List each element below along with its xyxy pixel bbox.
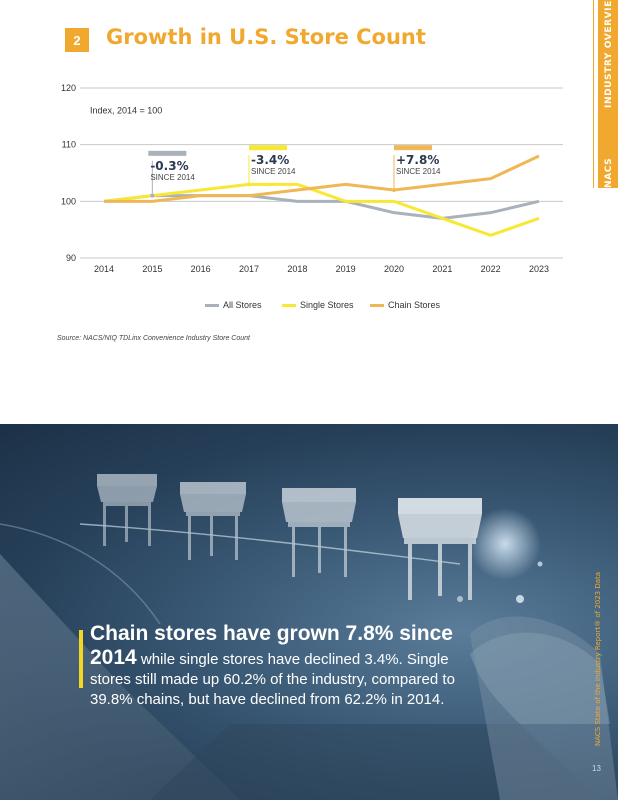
side-label-section: INDUSTRY OVERVIEW — [604, 0, 614, 108]
storefront-icon-3 — [282, 488, 356, 577]
pull-quote-lead: Chain stores have grown 7.8% since 2014 — [90, 622, 453, 669]
y-tick-label: 120 — [61, 83, 76, 93]
x-tick-label: 2017 — [239, 264, 259, 274]
x-tick-label: 2018 — [287, 264, 307, 274]
x-tick-label: 2023 — [529, 264, 549, 274]
legend-label: Single Stores — [300, 300, 354, 310]
storefront-icon-1 — [97, 474, 157, 546]
callout-label: SINCE 2014 — [396, 167, 441, 176]
callout-dot — [247, 182, 251, 187]
callout-bar — [249, 145, 287, 151]
x-tick-label: 2015 — [142, 264, 162, 274]
y-tick-label: 90 — [66, 253, 76, 263]
source-note: Source: NACS/NIQ TDLinx Convenience Indu… — [57, 335, 250, 342]
x-tick-label: 2014 — [94, 264, 114, 274]
storefront-icon-2 — [180, 482, 246, 560]
quote-accent-bar — [79, 630, 83, 688]
report-footer-label: NACS State of the Industry Report® of 20… — [594, 571, 602, 746]
section-number-badge: 2 — [65, 28, 89, 52]
callout-dot — [150, 193, 155, 198]
x-tick-label: 2019 — [336, 264, 356, 274]
callout-label: SINCE 2014 — [251, 167, 296, 176]
callout-value: -3.4% — [251, 153, 289, 167]
series-line-chain-stores — [104, 154, 540, 203]
x-tick-label: 2016 — [191, 264, 211, 274]
callout-bar — [148, 150, 187, 156]
legend-label: All Stores — [223, 300, 262, 310]
storefront-icons-illustration — [0, 474, 618, 800]
callout-value: -0.3% — [150, 159, 188, 173]
y-tick-label: 100 — [61, 196, 76, 206]
legend-swatch — [282, 304, 296, 307]
page-number: 13 — [592, 764, 601, 773]
callout-bar — [394, 145, 432, 151]
x-tick-label: 2022 — [481, 264, 501, 274]
x-tick-label: 2020 — [384, 264, 404, 274]
x-tick-label: 2021 — [432, 264, 452, 274]
side-tab-line — [593, 0, 594, 188]
legend-swatch — [370, 304, 384, 307]
light-glow — [469, 508, 541, 580]
section-title: Growth in U.S. Store Count — [106, 25, 426, 49]
legend-label: Chain Stores — [388, 300, 441, 310]
series-line-all-stores — [103, 194, 540, 220]
series-line-single-stores — [103, 182, 540, 237]
side-label-brand: NACS — [604, 157, 614, 188]
y-tick-label: 110 — [62, 140, 76, 150]
pull-quote-body: while single stores have declined 3.4%. … — [90, 651, 455, 708]
legend-swatch — [205, 304, 219, 307]
callout-label: SINCE 2014 — [150, 173, 195, 182]
index-note: Index, 2014 = 100 — [90, 106, 162, 116]
page-top — [0, 0, 618, 424]
hand-silhouette — [470, 632, 610, 724]
side-tab — [598, 0, 618, 188]
background-photo — [0, 424, 618, 800]
callout-dot — [392, 188, 396, 192]
callout-value: +7.8% — [396, 153, 439, 167]
storefront-icon-4 — [398, 498, 482, 600]
store-count-line-chart: 90 100 110 120 2014 2015 2016 2017 2018 2019 2020 2… — [61, 83, 563, 310]
pull-quote: Chain stores have grown 7.8% since 2014 … — [90, 622, 490, 710]
